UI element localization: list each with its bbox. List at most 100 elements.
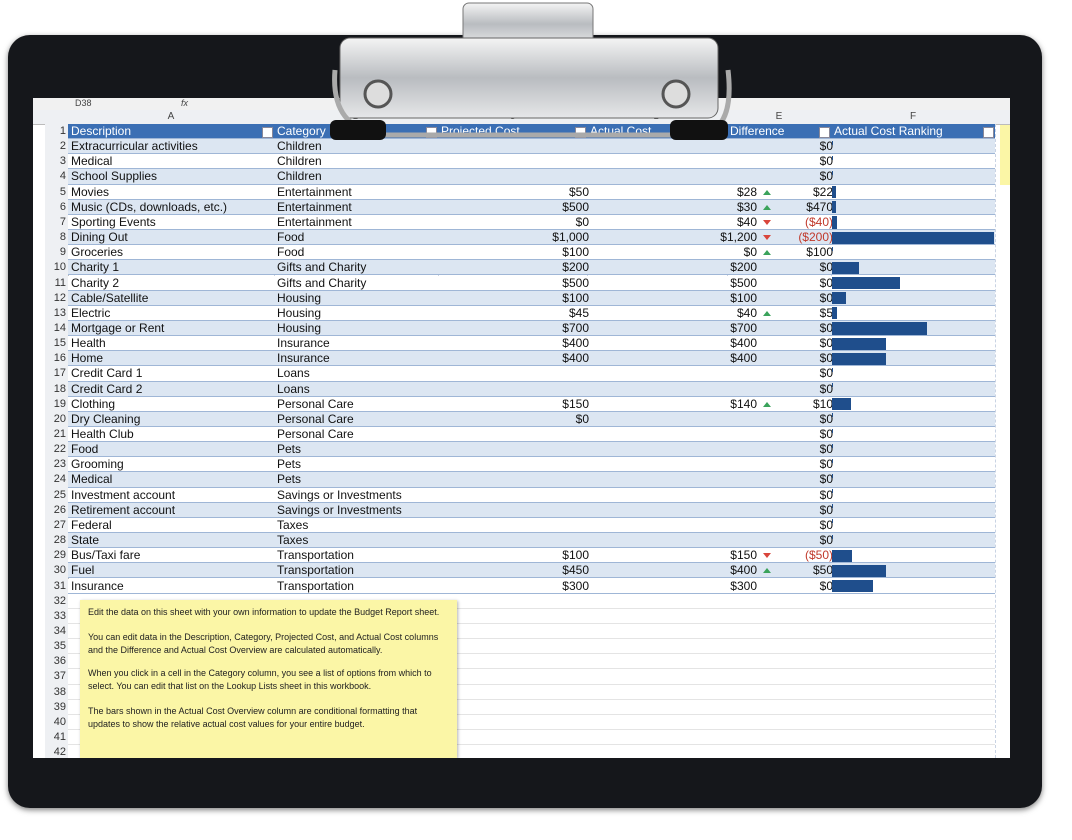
row-number: 9 bbox=[59, 246, 66, 259]
cost-bar-stub bbox=[832, 367, 833, 372]
actual-cost-cell: $700 bbox=[730, 320, 757, 335]
description-cell: Credit Card 1 bbox=[71, 366, 143, 381]
cost-bar bbox=[832, 261, 859, 274]
description-cell: Grooming bbox=[71, 457, 124, 472]
row-number: 23 bbox=[53, 458, 66, 471]
category-cell: Transportation bbox=[277, 563, 354, 578]
cost-bar bbox=[832, 201, 837, 214]
cost-bar bbox=[832, 549, 853, 562]
filter-button[interactable] bbox=[983, 127, 994, 138]
cost-bar bbox=[832, 186, 836, 199]
projected-cost-cell: $100 bbox=[562, 290, 589, 305]
cost-bar bbox=[832, 216, 838, 229]
category-cell: Insurance bbox=[277, 336, 330, 351]
cost-bar-stub bbox=[832, 140, 833, 145]
projected-cost-cell: $1,000 bbox=[552, 230, 589, 245]
row-number: 38 bbox=[53, 685, 66, 698]
description-cell: Food bbox=[71, 442, 99, 457]
category-cell: Personal Care bbox=[277, 411, 354, 426]
difference-cell: $0 bbox=[819, 457, 833, 472]
description-cell: Bus/Taxi fare bbox=[71, 548, 141, 563]
arrow-down bbox=[763, 219, 771, 225]
arrow-down bbox=[763, 553, 771, 559]
cost-bar bbox=[832, 231, 994, 244]
column-header: Actual Cost Ranking bbox=[834, 124, 943, 138]
description-cell: Fuel bbox=[71, 563, 95, 578]
column-header: Description bbox=[71, 124, 132, 138]
cost-bar-stub bbox=[832, 443, 833, 448]
row-band bbox=[68, 563, 995, 579]
difference-cell: $0 bbox=[819, 275, 833, 290]
description-cell: School Supplies bbox=[71, 169, 158, 184]
category-cell: Housing bbox=[277, 320, 322, 335]
row-band bbox=[68, 442, 995, 458]
row-band bbox=[68, 260, 995, 276]
side-note bbox=[1000, 125, 1010, 185]
column-letter: F bbox=[909, 111, 917, 122]
row-band bbox=[68, 457, 995, 473]
cost-bar-stub bbox=[832, 534, 833, 539]
description-cell: Clothing bbox=[71, 396, 116, 411]
actual-cost-cell: $300 bbox=[730, 578, 757, 593]
difference-cell: ($40) bbox=[804, 214, 833, 229]
row-number: 28 bbox=[53, 534, 66, 547]
projected-cost-cell: $100 bbox=[562, 548, 589, 563]
clip-foot bbox=[330, 120, 386, 140]
category-cell: Children bbox=[277, 139, 322, 154]
row-number: 32 bbox=[53, 594, 66, 607]
actual-cost-cell: $400 bbox=[730, 351, 757, 366]
row-band bbox=[68, 199, 995, 215]
cost-bar bbox=[832, 307, 838, 320]
description-cell: Cable/Satellite bbox=[71, 290, 149, 305]
note: Edit the data on this sheet with your ow… bbox=[80, 600, 457, 758]
row-band bbox=[68, 396, 995, 412]
description-cell: Credit Card 2 bbox=[71, 381, 143, 396]
projected-cost-cell: $500 bbox=[562, 275, 589, 290]
cost-bar-stub bbox=[832, 428, 833, 433]
projected-cost-cell: $150 bbox=[562, 396, 589, 411]
row-number: 4 bbox=[59, 170, 66, 183]
cost-bar-stub bbox=[832, 383, 833, 388]
cost-bar-stub bbox=[832, 413, 833, 418]
row-number: 29 bbox=[53, 549, 66, 562]
filter-button[interactable] bbox=[262, 127, 273, 138]
row-number: 22 bbox=[53, 443, 66, 456]
arrow-up bbox=[763, 189, 771, 195]
description-cell: Movies bbox=[71, 184, 110, 199]
description-cell: Medical bbox=[71, 154, 113, 169]
cost-bar bbox=[832, 580, 873, 593]
row-band bbox=[68, 351, 995, 367]
row-number: 16 bbox=[53, 352, 66, 365]
arrow-up bbox=[763, 401, 771, 407]
row-number: 27 bbox=[53, 518, 66, 531]
projected-cost-cell: $50 bbox=[568, 184, 589, 199]
category-cell: Entertainment bbox=[277, 184, 352, 199]
category-cell: Pets bbox=[277, 457, 302, 472]
description-cell: Insurance bbox=[71, 578, 124, 593]
cost-bar bbox=[832, 564, 886, 577]
actual-cost-cell: $140 bbox=[730, 396, 757, 411]
filter-button[interactable] bbox=[819, 127, 830, 138]
difference-cell: $50 bbox=[812, 563, 833, 578]
category-cell: Gifts and Charity bbox=[277, 260, 367, 275]
category-cell: Savings or Investments bbox=[277, 502, 402, 517]
category-cell: Entertainment bbox=[277, 214, 352, 229]
row-number: 13 bbox=[53, 306, 66, 319]
category-cell: Housing bbox=[277, 290, 322, 305]
difference-cell: ($50) bbox=[804, 548, 833, 563]
row-number: 21 bbox=[53, 428, 66, 440]
description-cell: Federal bbox=[71, 517, 112, 532]
actual-cost-cell: $40 bbox=[736, 305, 757, 320]
row-number: 35 bbox=[53, 640, 66, 653]
actual-cost-cell: $100 bbox=[730, 290, 757, 305]
difference-cell: $0 bbox=[819, 351, 833, 366]
row-number: 2 bbox=[59, 140, 66, 153]
cost-bar bbox=[832, 277, 900, 290]
category-cell: Housing bbox=[277, 305, 322, 320]
row-number: 24 bbox=[53, 473, 66, 486]
difference-cell: $470 bbox=[806, 199, 833, 214]
row-band bbox=[68, 169, 995, 185]
row-band bbox=[68, 336, 995, 352]
description-cell: Retirement account bbox=[71, 502, 176, 517]
